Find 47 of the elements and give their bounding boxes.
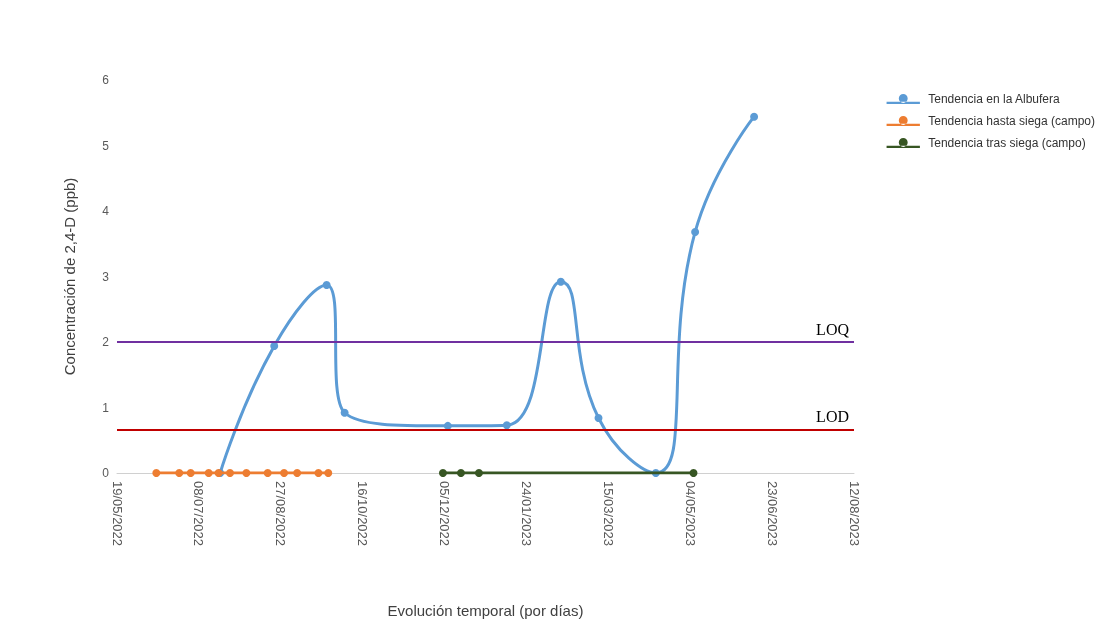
point [474, 469, 483, 477]
point [443, 421, 452, 430]
point [152, 469, 161, 477]
point [689, 469, 698, 477]
point [242, 469, 251, 477]
legend-label: Tendencia tras siega (campo) [928, 136, 1086, 150]
point [322, 281, 331, 290]
x-tick-label: 19/05/2022 [109, 481, 125, 547]
point [438, 469, 447, 477]
point [750, 112, 759, 121]
point [691, 227, 700, 236]
x-tick-label: 05/12/2022 [437, 481, 453, 547]
y-axis-title: Concentración de 2,4-D (ppb) [61, 177, 78, 376]
y-tick-label: 5 [102, 138, 110, 153]
x-axis-title: Evolución temporal (por días) [387, 602, 584, 619]
point [556, 277, 565, 286]
point [280, 469, 289, 477]
x-tick-label: 08/07/2022 [191, 481, 207, 547]
ref-line-label: LOD [816, 408, 849, 426]
y-tick-label: 0 [102, 466, 110, 480]
x-tick-label: 23/06/2023 [764, 481, 780, 547]
x-tick-label: 16/10/2022 [355, 481, 371, 547]
point [263, 469, 272, 477]
point [204, 469, 213, 477]
point [340, 408, 349, 417]
point [186, 469, 195, 477]
point [594, 413, 603, 422]
point [456, 469, 465, 477]
y-tick-label: 2 [102, 335, 110, 349]
legend-label: Tendencia hasta siega (campo) [928, 114, 1095, 128]
point [226, 469, 235, 477]
y-tick-label: 1 [102, 400, 110, 415]
point [175, 469, 184, 477]
ref-line-label: LOQ [816, 320, 850, 338]
x-tick-label: 15/03/2023 [600, 481, 616, 547]
x-tick-label: 27/08/2022 [273, 481, 289, 547]
point [502, 421, 511, 430]
x-tick-label: 04/05/2023 [682, 481, 698, 547]
point [314, 469, 323, 477]
point [324, 469, 333, 477]
y-tick-label: 3 [102, 269, 110, 284]
x-tick-label: 12/08/2023 [846, 481, 862, 547]
legend-label: Tendencia en la Albufera [928, 92, 1060, 106]
y-tick-label: 6 [102, 73, 110, 87]
y-tick-label: 4 [102, 204, 110, 218]
x-tick-label: 24/01/2023 [518, 481, 534, 547]
point [293, 469, 302, 477]
